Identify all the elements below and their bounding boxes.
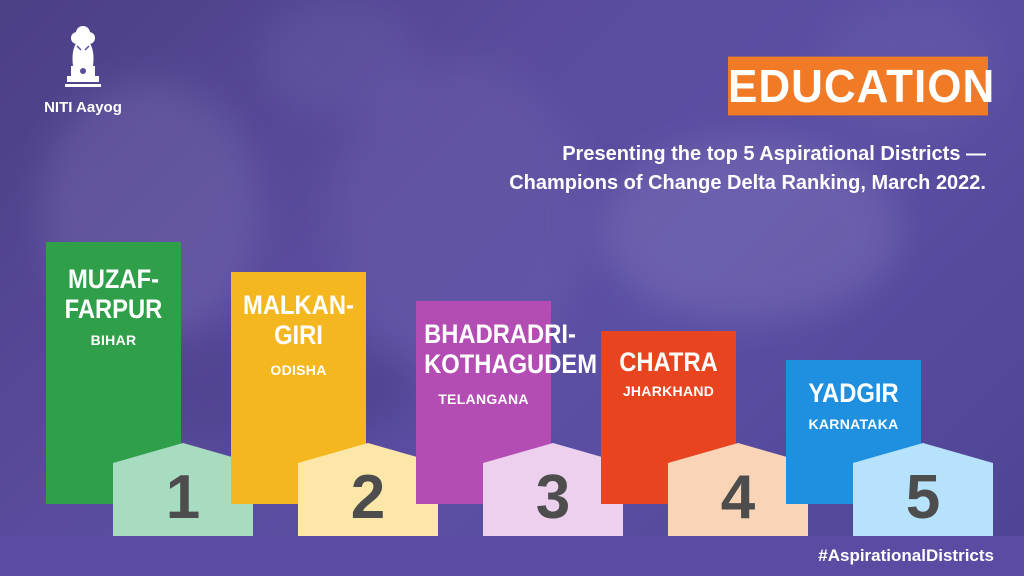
state-name: JHARKHAND — [622, 383, 715, 399]
state-name: ODISHA — [270, 362, 327, 378]
district-name-line-2: GIRI — [274, 320, 323, 350]
rank-badge-2 — [298, 443, 438, 537]
headline-line-1: Presenting the top 5 Aspirational Distri… — [562, 143, 986, 165]
district-name-line-2: FARPUR — [64, 294, 163, 324]
niti-aayog-logo: NITI Aayog — [28, 22, 138, 116]
footer-band — [0, 536, 1024, 576]
brand-name: NITI Aayog — [44, 99, 122, 116]
rank-number-2: 2 — [350, 463, 386, 532]
rank-number-1: 1 — [165, 463, 201, 532]
headline-line-2: Champions of Change Delta Ranking, March… — [509, 172, 986, 194]
rank-number-5: 5 — [905, 463, 941, 532]
state-name: BIHAR — [90, 332, 137, 348]
rank-badge-1 — [113, 443, 253, 537]
district-name-line-1: MUZAF- — [67, 264, 160, 294]
state-name: KARNATAKA — [808, 416, 899, 432]
district-name-line-1: CHATRA — [619, 347, 718, 377]
rank-badge-5 — [853, 443, 993, 537]
ashoka-emblem-icon — [65, 26, 101, 87]
district-name-line-1: YADGIR — [808, 378, 899, 408]
rank-badge-3 — [483, 443, 623, 537]
category-title: EDUCATION — [728, 56, 994, 116]
district-name-line-2: KOTHAGUDEM — [424, 349, 598, 379]
rank-badge-4 — [668, 443, 808, 537]
state-name: TELANGANA — [438, 391, 529, 407]
district-name-line-1: MALKAN- — [243, 290, 354, 320]
district-name-line-1: BHADRADRI- — [424, 319, 576, 349]
rank-number-4: 4 — [720, 463, 756, 532]
rank-number-3: 3 — [535, 463, 571, 532]
headline: Presenting the top 5 Aspirational Distri… — [366, 140, 986, 198]
hashtag: #AspirationalDistricts — [818, 546, 994, 565]
